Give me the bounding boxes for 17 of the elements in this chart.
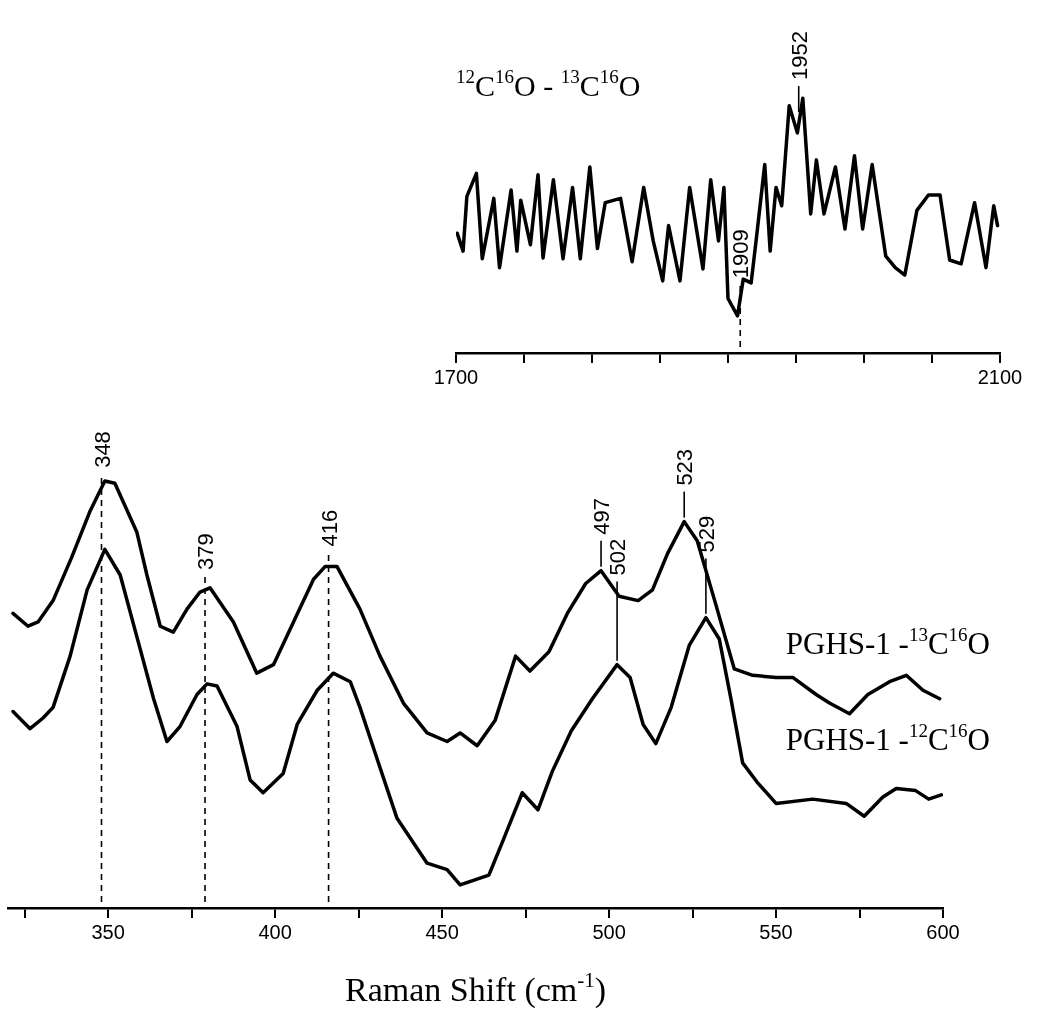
x-tick-label: 450 bbox=[425, 920, 459, 943]
x-tick-label: 350 bbox=[91, 920, 125, 943]
x-tick-label: 600 bbox=[926, 920, 960, 943]
ref-line-label: 416 bbox=[316, 509, 342, 547]
annotation: 529 bbox=[693, 515, 719, 553]
annotation: 1952 bbox=[786, 31, 812, 81]
x-tick-label: 1700 bbox=[433, 365, 479, 388]
ref-line-label: 348 bbox=[89, 431, 115, 468]
x-tick-label: 500 bbox=[592, 920, 626, 943]
annotation: 502 bbox=[605, 538, 631, 576]
x-tick-label: 2100 bbox=[977, 365, 1023, 388]
ref-line-label: 1909 bbox=[728, 229, 754, 279]
ref-line-label: 379 bbox=[193, 533, 219, 570]
x-tick-label: 400 bbox=[258, 920, 292, 943]
annotation: 497 bbox=[589, 497, 615, 535]
annotation: 523 bbox=[672, 448, 698, 486]
x-tick-label: 550 bbox=[759, 920, 793, 943]
